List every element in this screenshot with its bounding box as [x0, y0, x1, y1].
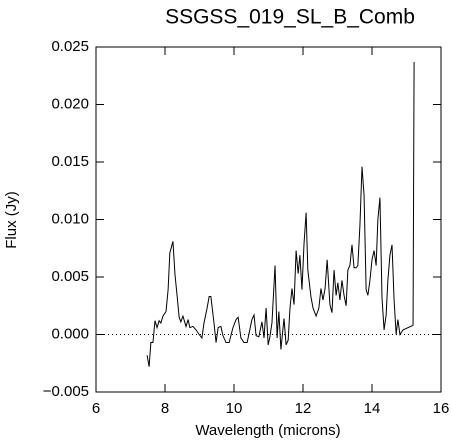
x-tick-label: 8	[161, 400, 169, 417]
y-tick-label: 0.010	[51, 210, 89, 227]
x-axis-label: Wavelength (microns)	[195, 422, 340, 439]
y-tick-label: 0.000	[51, 325, 89, 342]
y-tick-label: −0.005	[43, 383, 89, 400]
chart-title: SSGSS_019_SL_B_Comb	[165, 6, 415, 29]
x-tick-label: 12	[295, 400, 312, 417]
spectrum-line	[146, 61, 415, 367]
y-tick-label: 0.025	[51, 38, 89, 55]
plot-frame	[95, 46, 442, 393]
y-tick-label: 0.020	[51, 95, 89, 112]
y-tick-label: 0.015	[51, 153, 89, 170]
y-axis-label: Flux (Jy)	[3, 191, 20, 249]
y-tick-label: 0.005	[51, 268, 89, 285]
x-tick-label: 10	[226, 400, 243, 417]
x-tick-label: 16	[433, 400, 450, 417]
x-tick-label: 6	[92, 400, 100, 417]
x-tick-label: 14	[364, 400, 381, 417]
